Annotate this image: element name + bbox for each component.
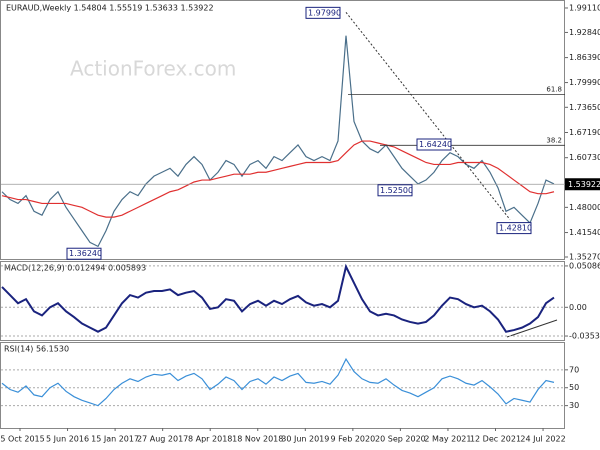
price-box-label: 1.52500 (380, 186, 413, 195)
last-price-box (565, 178, 600, 191)
x-tick-label: 25 Oct 2015 (0, 435, 45, 444)
price-box (66, 247, 102, 260)
price-box-label: 1.64240 (419, 140, 452, 149)
macd-panel (0, 261, 565, 341)
price-box-label: 1.36240 (69, 249, 102, 258)
x-tick-label: 9 Feb 2020 (330, 435, 375, 444)
price-box (377, 184, 413, 197)
y-tick-label: 1.67190 (569, 128, 600, 137)
y-tick-label: -0.035322 (569, 332, 600, 341)
y-tick-label: 1.60730 (569, 153, 600, 162)
price-box-label: 1.97990 (308, 8, 341, 17)
macd-title: MACD(12,26,9) 0.012494 0.005893 (4, 264, 146, 273)
y-tick-label: 50 (569, 383, 579, 392)
y-tick-label: 1.35270 (569, 253, 600, 262)
y-tick-label: 1.48000 (569, 203, 600, 212)
last-price-label: 1.53922 (568, 180, 600, 189)
x-tick-label: 5 Jun 2016 (46, 435, 89, 444)
x-tick-label: 12 Dec 2021 (470, 435, 521, 444)
y-tick-label: 70 (569, 365, 579, 374)
x-tick-label: 20 Sep 2020 (375, 435, 426, 444)
price-box (496, 222, 532, 235)
x-tick-label: 15 Jan 2017 (91, 435, 139, 444)
price-box (416, 138, 452, 151)
price-box (305, 6, 341, 19)
series-line (1, 35, 555, 248)
y-tick-label: 0.00 (569, 303, 587, 312)
fib-label: 38.2 (546, 136, 562, 144)
chart-title: EURAUD,Weekly 1.54804 1.55519 1.53633 1.… (6, 4, 214, 13)
y-tick-label: 30 (569, 401, 579, 410)
main-panel (0, 0, 565, 260)
y-tick-label: 1.73650 (569, 103, 600, 112)
watermark: ActionForex.com (70, 57, 236, 81)
price-box-label: 1.42810 (499, 224, 532, 233)
x-tick-label: 27 Aug 2017 (137, 435, 188, 444)
series-line (1, 263, 555, 333)
x-tick-label: 8 Apr 2018 (188, 435, 232, 444)
y-tick-label: 1.99110 (569, 3, 600, 12)
fib-label: 61.8 (546, 86, 562, 94)
x-tick-label: 2 May 2021 (424, 435, 471, 444)
y-tick-label: 0.050863 (569, 261, 600, 270)
y-tick-label: 1.79990 (569, 78, 600, 87)
macd-trendline (506, 319, 558, 338)
x-tick-label: 18 Nov 2018 (232, 435, 283, 444)
series-line (1, 140, 555, 218)
series-line (1, 357, 555, 407)
y-tick-label: 1.86390 (569, 53, 600, 62)
x-tick-label: 30 Jun 2019 (281, 435, 329, 444)
y-tick-label: 1.92840 (569, 28, 600, 37)
rsi-panel (0, 342, 565, 429)
rsi-title: RSI(14) 56.1530 (4, 345, 69, 354)
trendline (345, 12, 511, 220)
x-tick-label: 24 Jul 2022 (520, 435, 565, 444)
y-tick-label: 1.41540 (569, 228, 600, 237)
